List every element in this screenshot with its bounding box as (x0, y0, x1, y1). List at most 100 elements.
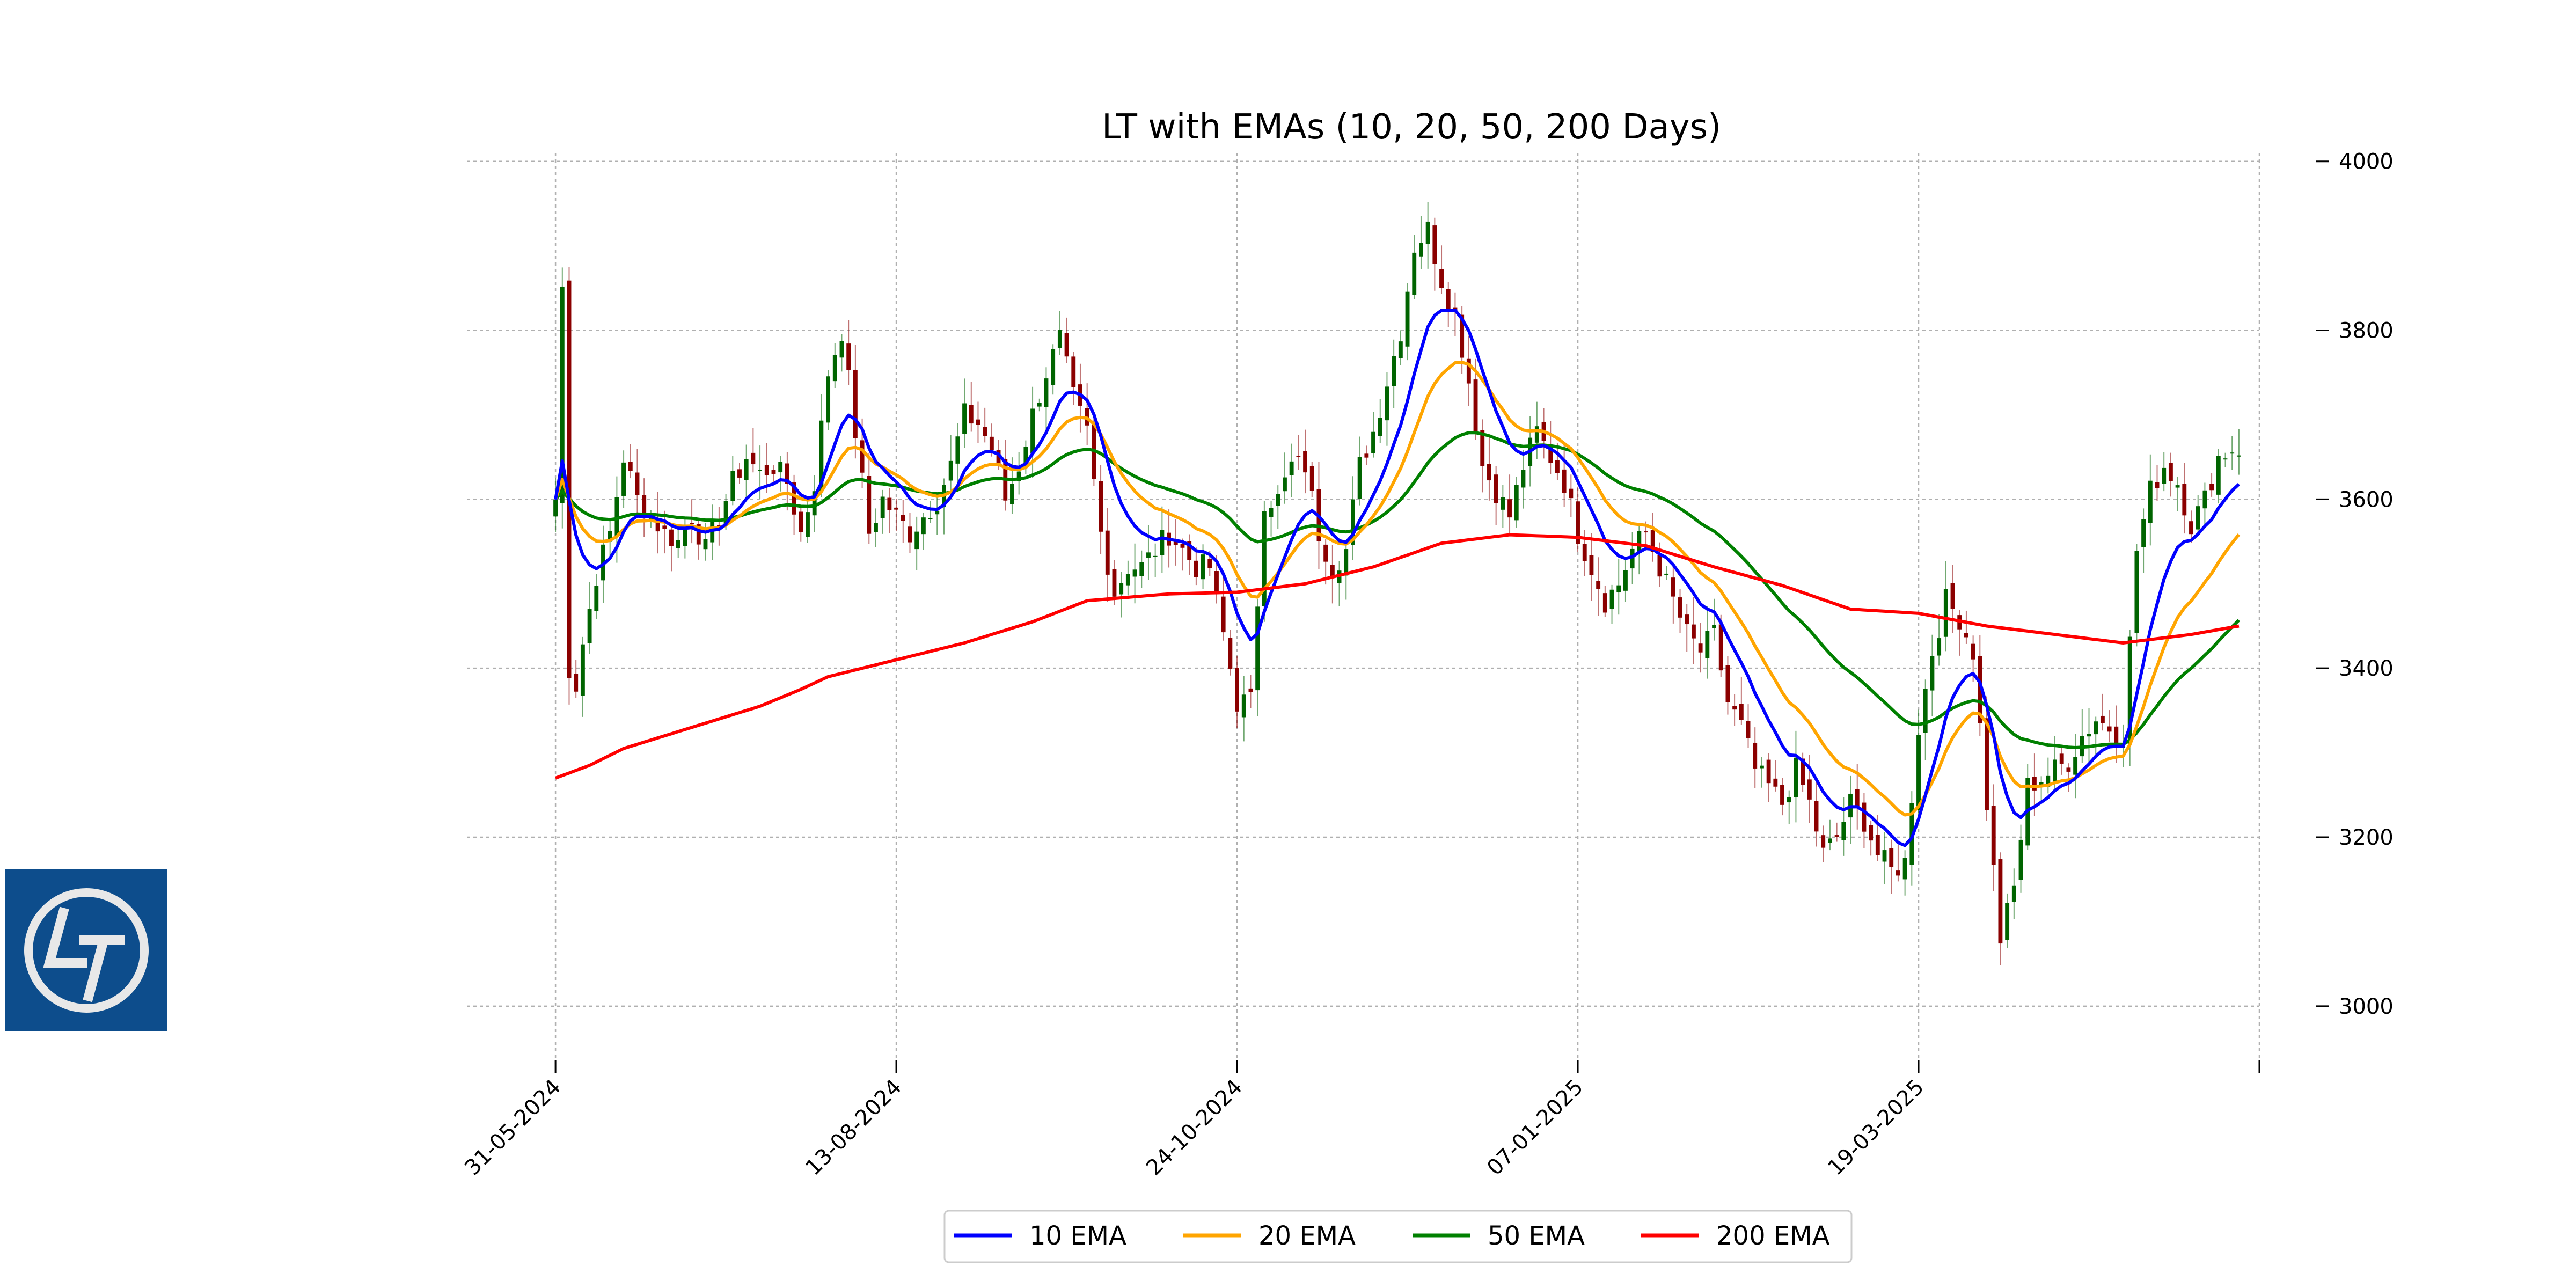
candle-body (1814, 801, 1819, 832)
candle-body (1371, 431, 1375, 453)
candle-body (608, 531, 612, 542)
candle-body (690, 523, 694, 525)
chart-title: LT with EMAs (10, 20, 50, 200 Days) (1102, 107, 1721, 147)
candle-body (1044, 378, 1049, 407)
y-tick-label-0: 3000 (2339, 994, 2394, 1019)
candle-body (1521, 470, 1526, 488)
candle-body (806, 512, 810, 537)
candle-body (2053, 759, 2057, 782)
candle-body (1998, 859, 2003, 944)
candle-body (1494, 474, 1498, 503)
candle-body (1671, 577, 1675, 597)
candle-body (1991, 806, 1996, 865)
candle-body (2059, 753, 2064, 764)
candle-body (1446, 289, 1451, 310)
ema20-line (554, 361, 2241, 817)
candle-body (1283, 477, 1287, 492)
candle-body (1255, 606, 1260, 691)
candle-body (1964, 633, 1968, 638)
logo-letter-l (43, 906, 87, 968)
candle-body (1759, 765, 1764, 769)
candle-body (1023, 447, 1028, 467)
candle-body (1569, 488, 1574, 499)
candle-body (1412, 252, 1417, 295)
candle-body (2168, 462, 2173, 481)
candle-body (1978, 656, 1982, 723)
candle-body (1398, 341, 1403, 358)
candle-body (1385, 386, 1389, 421)
candle-body (1289, 461, 1294, 475)
candle-body (785, 463, 789, 484)
candle-body (799, 511, 803, 532)
candle-body (1841, 822, 1846, 840)
candle-body (1173, 541, 1178, 545)
candle-body (1862, 802, 1867, 832)
candle-body (553, 499, 558, 517)
candle-body (1432, 225, 1437, 264)
candle-body (2236, 455, 2241, 457)
candle-body (1139, 562, 1144, 576)
candle-body (621, 462, 626, 496)
candle-body (580, 644, 585, 696)
ema-lines (554, 309, 2241, 847)
candle-body (764, 465, 769, 475)
candle-body (1548, 445, 1553, 463)
candle-body (1507, 499, 1512, 518)
candle-body (1787, 797, 1791, 803)
candle-body (683, 529, 687, 546)
candle-body (1602, 593, 1607, 613)
candle-body (1630, 548, 1635, 569)
candle-body (2073, 757, 2078, 775)
candle-body (1501, 497, 1505, 510)
candle-body (1589, 555, 1594, 575)
candle-body (1985, 718, 1989, 810)
candle-body (1105, 530, 1110, 575)
candle-body (778, 462, 783, 473)
candle-body (1773, 778, 1778, 787)
y-tick-label-2: 3400 (2339, 656, 2394, 681)
candle-body (2032, 777, 2037, 791)
candle-body (1971, 643, 1975, 660)
candle-body (574, 674, 579, 692)
candle-body (1698, 643, 1703, 653)
candle-body (1596, 581, 1601, 589)
candle-body (935, 510, 940, 515)
candle-body (1896, 870, 1900, 876)
candle-body (819, 420, 824, 491)
candle-body (832, 355, 837, 382)
candle-body (1664, 573, 1669, 575)
candle-body (1460, 314, 1465, 358)
legend-label-ema10: 10 EMA (1029, 1221, 1126, 1251)
candle-body (2039, 782, 2044, 787)
candle-body (2223, 458, 2228, 460)
candle-body (2148, 480, 2153, 523)
candle-body (1923, 689, 1928, 733)
candle-body (1801, 758, 1805, 785)
candle-body (2175, 485, 2180, 488)
candle-body (1405, 291, 1410, 347)
candle-body (1037, 402, 1042, 407)
candle-body (2100, 715, 2105, 723)
candle-body (1882, 850, 1887, 862)
candle-body (1146, 552, 1151, 558)
candle-body (2209, 484, 2214, 491)
candle-body (1323, 544, 1328, 562)
candle-body (1303, 451, 1307, 473)
candle-body (2202, 490, 2207, 509)
candle-body (696, 524, 701, 545)
candle-body (1875, 835, 1880, 855)
candle-body (1834, 835, 1839, 837)
candle-body (1609, 589, 1614, 609)
candle-body (1855, 789, 1860, 807)
candle-body (812, 491, 817, 516)
candle-body (1555, 460, 1560, 473)
candle-body (771, 470, 776, 474)
candle-body (853, 370, 858, 438)
candle-body (594, 586, 599, 611)
candle-body (2087, 734, 2091, 737)
candle-body (846, 343, 851, 370)
candle-body (894, 507, 899, 510)
candle-body (1378, 418, 1382, 436)
candle-body (1582, 544, 1587, 561)
